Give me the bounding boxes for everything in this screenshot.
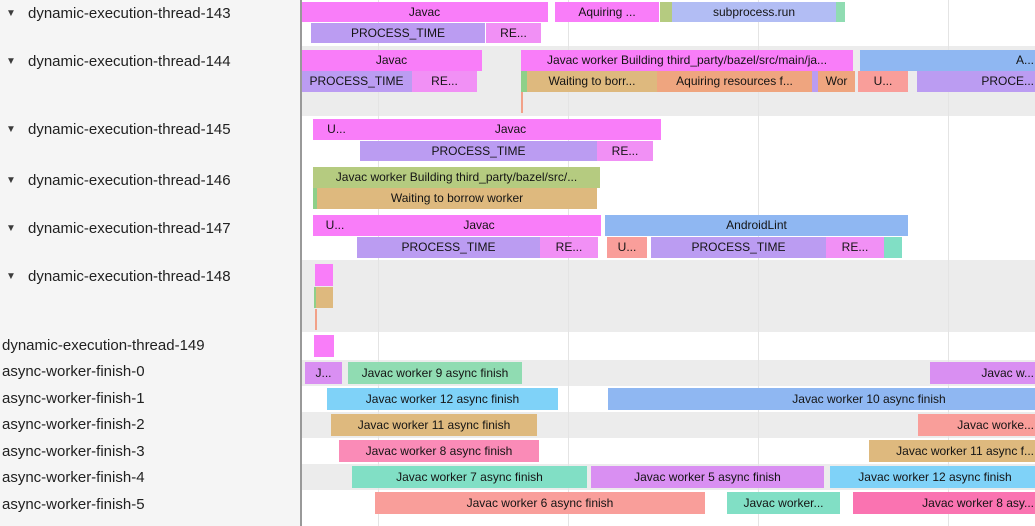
trace-slice[interactable]: Javac worker... (727, 492, 840, 514)
gridline (758, 0, 759, 526)
trace-slice[interactable]: Javac worker 8 asy... (853, 492, 1035, 514)
track-label: dynamic-execution-thread-149 (2, 337, 205, 354)
trace-slice[interactable]: RE... (826, 237, 884, 258)
gridline (378, 0, 379, 526)
trace-slice[interactable]: U... (313, 119, 360, 140)
trace-slice[interactable]: U... (858, 71, 908, 92)
sidebar-row[interactable]: ▼ dynamic-execution-thread-147 (0, 220, 300, 240)
trace-slice[interactable]: Javac worker 11 async finish (331, 414, 537, 436)
trace-slice[interactable]: PROCESS_TIME (360, 141, 597, 161)
track-label: dynamic-execution-thread-143 (28, 5, 231, 22)
trace-slice[interactable] (521, 92, 523, 113)
trace-slice[interactable]: Javac (360, 119, 661, 140)
sidebar-row[interactable]: ▼ dynamic-execution-thread-146 (0, 172, 300, 192)
sidebar-row[interactable]: async-worker-finish-0 (0, 363, 300, 383)
track-label: dynamic-execution-thread-147 (28, 220, 231, 237)
trace-slice[interactable] (315, 309, 317, 330)
trace-slice[interactable]: Javac worker Building third_party/bazel/… (521, 50, 853, 71)
sidebar-row[interactable]: ▼ dynamic-execution-thread-143 (0, 5, 300, 25)
track-bg-dynamic-execution-thread-149 (302, 332, 1035, 360)
trace-slice[interactable]: Javac w... (930, 362, 1035, 384)
sidebar-row[interactable]: ▼ dynamic-execution-thread-145 (0, 121, 300, 141)
trace-slice[interactable] (313, 188, 317, 209)
track-bg-dynamic-execution-thread-148 (302, 260, 1035, 332)
trace-slice[interactable]: PROCESS_TIME (311, 23, 485, 43)
gridline (948, 0, 949, 526)
trace-slice[interactable]: Waiting to borr... (527, 71, 657, 92)
trace-slice[interactable]: Javac (301, 2, 548, 22)
trace-slice[interactable]: Javac worker 6 async finish (375, 492, 705, 514)
trace-slice[interactable]: Javac (301, 50, 482, 71)
trace-slice[interactable]: RE... (412, 71, 477, 92)
trace-slice[interactable]: Wor (818, 71, 855, 92)
trace-slice[interactable]: Javac worker 9 async finish (348, 362, 522, 384)
trace-slice[interactable]: A... (860, 50, 1035, 71)
track-label: async-worker-finish-5 (2, 496, 145, 513)
trace-slice[interactable]: Aquiring resources f... (657, 71, 812, 92)
sidebar-row[interactable]: ▼ dynamic-execution-thread-144 (0, 53, 300, 73)
trace-slice[interactable]: PROCESS_TIME (651, 237, 826, 258)
trace-slice[interactable]: RE... (597, 141, 653, 161)
expand-arrow-icon[interactable]: ▼ (6, 124, 16, 135)
trace-slice[interactable]: Javac worker 12 async finish (327, 388, 558, 410)
trace-slice[interactable]: RE... (540, 237, 598, 258)
track-label: async-worker-finish-4 (2, 469, 145, 486)
track-label: dynamic-execution-thread-145 (28, 121, 231, 138)
trace-slice[interactable]: Javac worker 5 async finish (591, 466, 824, 488)
track-label: async-worker-finish-2 (2, 416, 145, 433)
trace-slice[interactable] (314, 335, 334, 357)
trace-slice[interactable]: Javac worker 11 async f... (869, 440, 1035, 462)
sidebar-row[interactable]: dynamic-execution-thread-149 (0, 337, 300, 357)
trace-slice[interactable]: Javac worker Building third_party/bazel/… (313, 167, 600, 188)
sidebar-row[interactable]: ▼ dynamic-execution-thread-148 (0, 268, 300, 288)
trace-slice[interactable]: PROCE... (917, 71, 1035, 92)
track-label: dynamic-execution-thread-148 (28, 268, 231, 285)
trace-slice[interactable]: U... (313, 215, 357, 236)
trace-slice[interactable]: PROCESS_TIME (357, 237, 540, 258)
track-label: dynamic-execution-thread-146 (28, 172, 231, 189)
track-label: async-worker-finish-3 (2, 443, 145, 460)
trace-slice[interactable] (314, 287, 316, 308)
sidebar-row[interactable]: async-worker-finish-1 (0, 390, 300, 410)
trace-slice[interactable]: subprocess.run (672, 2, 836, 22)
trace-slice[interactable]: Javac worker 12 async finish (830, 466, 1035, 488)
trace-slice[interactable]: Javac (357, 215, 601, 236)
expand-arrow-icon[interactable]: ▼ (6, 271, 16, 282)
expand-arrow-icon[interactable]: ▼ (6, 8, 16, 19)
trace-slice[interactable]: RE... (486, 23, 541, 43)
trace-slice[interactable]: PROCESS_TIME (301, 71, 412, 92)
sidebar-row[interactable]: async-worker-finish-2 (0, 416, 300, 436)
trace-slice[interactable]: Javac worker 10 async finish (608, 388, 1035, 410)
trace-slice[interactable]: Waiting to borrow worker (317, 188, 597, 209)
sidebar-row[interactable]: async-worker-finish-3 (0, 443, 300, 463)
trace-slice[interactable] (316, 287, 333, 308)
trace-slice[interactable] (660, 2, 672, 22)
expand-arrow-icon[interactable]: ▼ (6, 223, 16, 234)
trace-slice[interactable]: Javac worke... (918, 414, 1035, 436)
track-label-panel: ▼ dynamic-execution-thread-143 ▼ dynamic-ex… (0, 0, 302, 526)
trace-slice[interactable]: U... (607, 237, 647, 258)
sidebar-row[interactable]: async-worker-finish-4 (0, 469, 300, 489)
expand-arrow-icon[interactable]: ▼ (6, 175, 16, 186)
trace-slice[interactable] (315, 264, 333, 286)
trace-slice[interactable]: J... (305, 362, 342, 384)
trace-slice[interactable] (836, 2, 845, 22)
track-label: async-worker-finish-1 (2, 390, 145, 407)
expand-arrow-icon[interactable]: ▼ (6, 56, 16, 67)
track-label: dynamic-execution-thread-144 (28, 53, 231, 70)
trace-slice[interactable]: AndroidLint (605, 215, 908, 236)
trace-slice[interactable] (812, 71, 818, 92)
sidebar-row[interactable]: async-worker-finish-5 (0, 496, 300, 516)
trace-slice[interactable] (521, 71, 527, 92)
trace-slice[interactable]: Javac worker 8 async finish (339, 440, 539, 462)
trace-slice[interactable]: Javac worker 7 async finish (352, 466, 587, 488)
trace-slice[interactable] (884, 237, 902, 258)
gridline (568, 0, 569, 526)
track-label: async-worker-finish-0 (2, 363, 145, 380)
trace-slice[interactable]: Aquiring ... (555, 2, 659, 22)
